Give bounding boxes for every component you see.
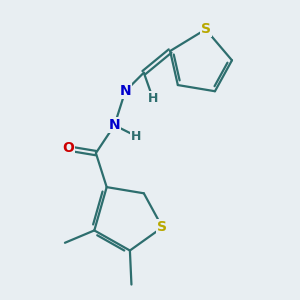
Text: H: H [148,92,158,106]
Text: S: S [158,220,167,234]
Text: H: H [131,130,141,142]
Text: N: N [109,118,120,132]
Text: N: N [119,84,131,98]
Text: S: S [201,22,211,36]
Text: O: O [62,142,74,155]
